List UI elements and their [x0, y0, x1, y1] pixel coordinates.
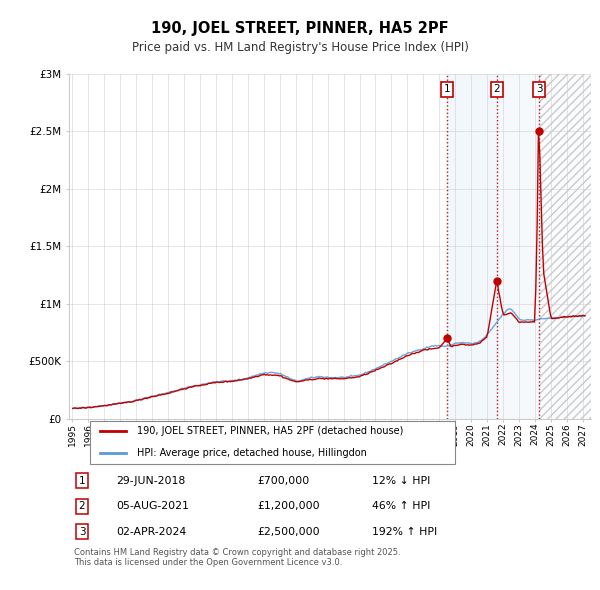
- Text: 12% ↓ HPI: 12% ↓ HPI: [372, 476, 430, 486]
- Text: 3: 3: [536, 84, 542, 94]
- Bar: [497, 74, 539, 419]
- Bar: [539, 74, 591, 419]
- Text: 46% ↑ HPI: 46% ↑ HPI: [372, 502, 430, 512]
- Text: 1: 1: [79, 476, 85, 486]
- Text: 1: 1: [444, 84, 451, 94]
- Text: £700,000: £700,000: [257, 476, 309, 486]
- Text: Price paid vs. HM Land Registry's House Price Index (HPI): Price paid vs. HM Land Registry's House …: [131, 41, 469, 54]
- Text: 2: 2: [493, 84, 500, 94]
- Text: £2,500,000: £2,500,000: [257, 527, 320, 537]
- Text: 190, JOEL STREET, PINNER, HA5 2PF (detached house): 190, JOEL STREET, PINNER, HA5 2PF (detac…: [137, 425, 403, 435]
- Text: £1,200,000: £1,200,000: [257, 502, 320, 512]
- FancyBboxPatch shape: [90, 421, 455, 464]
- Text: 05-AUG-2021: 05-AUG-2021: [116, 502, 189, 512]
- Text: 29-JUN-2018: 29-JUN-2018: [116, 476, 185, 486]
- Text: 3: 3: [79, 527, 85, 537]
- Text: Contains HM Land Registry data © Crown copyright and database right 2025.
This d: Contains HM Land Registry data © Crown c…: [74, 548, 401, 567]
- Text: 02-APR-2024: 02-APR-2024: [116, 527, 186, 537]
- Bar: [539, 74, 591, 419]
- Text: HPI: Average price, detached house, Hillingdon: HPI: Average price, detached house, Hill…: [137, 448, 367, 458]
- Text: 2: 2: [79, 502, 85, 512]
- Text: 192% ↑ HPI: 192% ↑ HPI: [372, 527, 437, 537]
- Text: 190, JOEL STREET, PINNER, HA5 2PF: 190, JOEL STREET, PINNER, HA5 2PF: [151, 21, 449, 36]
- Bar: [447, 74, 497, 419]
